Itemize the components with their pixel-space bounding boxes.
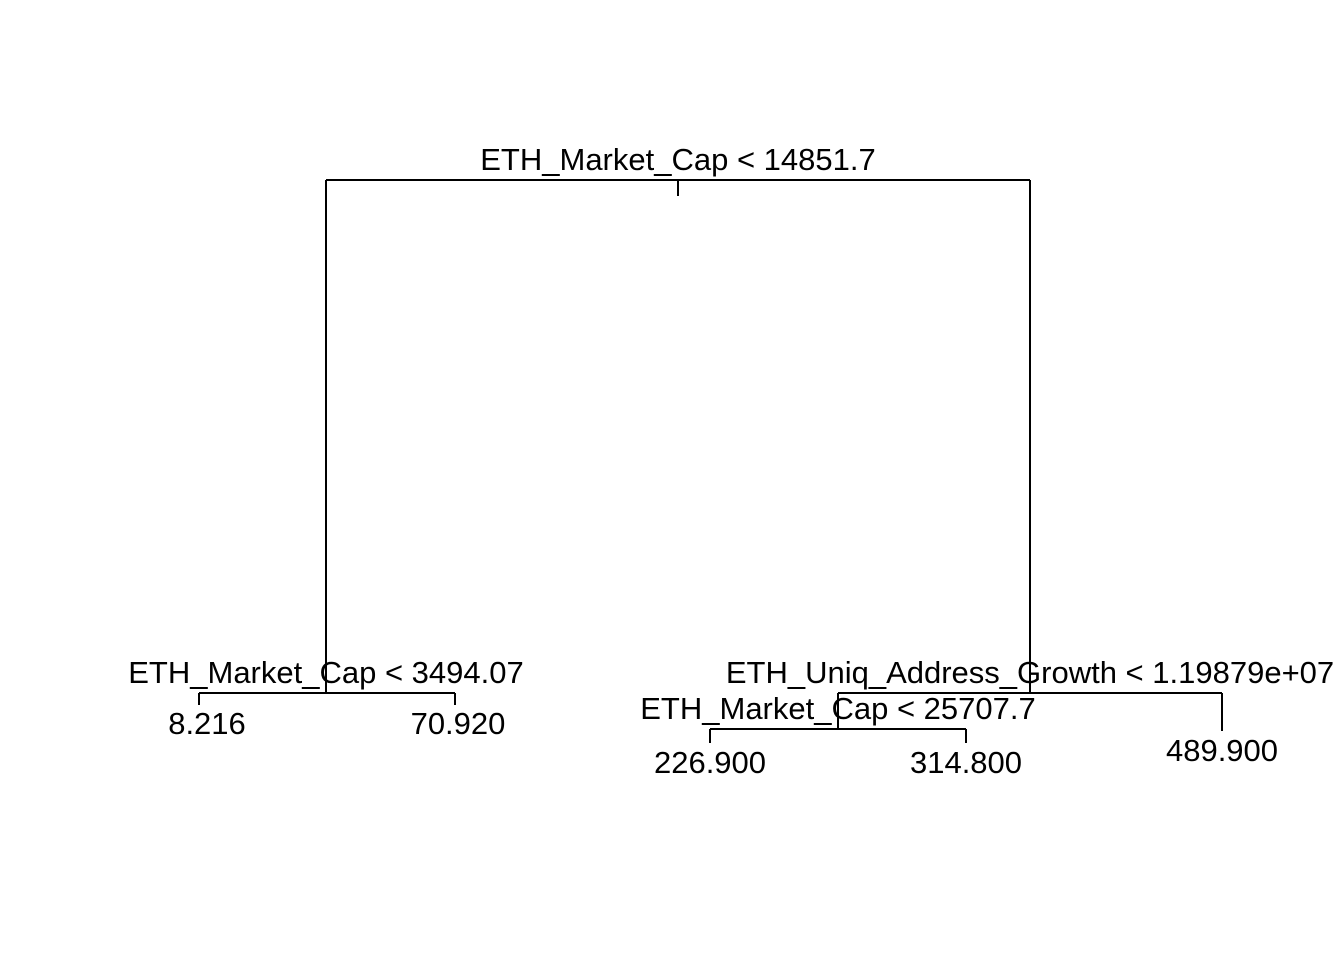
root-split-node: ETH_Market_Cap < 14851.7 [325, 142, 1031, 693]
leaf-value-label: 489.900 [1166, 733, 1278, 768]
leaf-node-226900: 226.900 [654, 745, 766, 780]
leaf-value-label: 226.900 [654, 745, 766, 780]
leaf-node-489900: 489.900 [1166, 733, 1278, 768]
leaf-node-314800: 314.800 [910, 745, 1022, 780]
leaf-node-70920: 70.920 [411, 706, 506, 741]
right-split-node: ETH_Uniq_Address_Growth < 1.19879e+07 [726, 655, 1334, 731]
leaf-value-label: 8.216 [168, 706, 246, 741]
leaf-value-label: 70.920 [411, 706, 506, 741]
root-split-label: ETH_Market_Cap < 14851.7 [480, 142, 875, 177]
leaf-node-8216: 8.216 [168, 706, 246, 741]
nested-split-node: ETH_Market_Cap < 25707.7 [640, 691, 1036, 743]
right-split-label: ETH_Uniq_Address_Growth < 1.19879e+07 [726, 655, 1334, 690]
left-split-label: ETH_Market_Cap < 3494.07 [128, 655, 523, 690]
nested-split-label: ETH_Market_Cap < 25707.7 [640, 691, 1035, 726]
left-split-node: ETH_Market_Cap < 3494.07 [128, 655, 524, 705]
leaf-value-label: 314.800 [910, 745, 1022, 780]
